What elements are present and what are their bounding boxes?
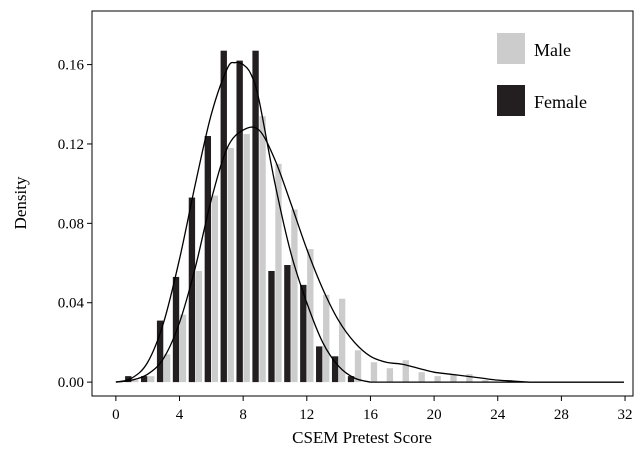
bar-male-10 [275,163,282,383]
density-curve-male [115,126,624,383]
bar-male-9 [259,116,266,383]
bar-male-18 [402,360,409,383]
bar-male-4 [179,314,187,383]
y-axis-title: Density [11,176,30,229]
legend-swatch-female [497,85,525,116]
bar-male-2 [148,376,155,383]
bar-female-2 [141,376,148,383]
x-tick-label: 32 [618,407,633,423]
bar-male-17 [386,368,394,383]
bar-male-1 [132,380,139,383]
bar-male-12 [307,249,314,383]
bar-male-16 [370,362,378,383]
bar-female-7 [220,50,227,383]
bar-female-12 [300,284,307,383]
x-tick-label: 8 [239,407,247,423]
x-axis-title: CSEM Pretest Score [292,428,432,447]
bar-male-5 [195,270,203,383]
y-tick-label: 0.04 [58,296,85,312]
bar-female-14 [331,356,339,383]
bar-male-11 [291,209,298,383]
bar-female-5 [188,197,196,383]
bar-male-22 [466,374,473,383]
bar-male-20 [434,376,441,383]
axes-layer: 0 4 8 12 16 20 24 28 32 0.00 0.04 0.08 0.12 0.16 [58,58,633,423]
density-curve-female [115,61,624,383]
bar-female-4 [172,276,180,383]
bar-female-8 [236,60,243,383]
curves-layer [115,61,624,383]
x-tick-label: 24 [490,407,506,423]
x-tick-label: 28 [554,407,569,423]
bar-male-13 [323,294,330,383]
bar-female-11 [284,265,291,383]
y-tick-label: 0.12 [58,137,84,153]
x-tick-label: 20 [427,407,442,423]
bar-male-6 [211,195,219,383]
plot-frame [91,10,634,397]
y-tick-label: 0.16 [58,58,85,74]
x-tick-label: 16 [363,407,379,423]
bar-male-23 [482,380,489,383]
bar-female-3 [156,320,164,383]
x-tick-label: 4 [176,407,184,423]
legend-label-male: Male [534,40,571,60]
legend: Male Female [497,33,587,116]
bar-male-7 [227,147,234,383]
bar-female-15 [347,376,355,383]
bar-male-19 [418,372,425,383]
bar-female-9 [252,50,259,383]
x-tick-label: 12 [299,407,314,423]
bar-male-8 [243,134,250,383]
bars-layer [125,50,489,383]
x-tick-label: 0 [112,407,120,423]
bar-male-15 [354,350,362,383]
bar-male-3 [163,354,171,383]
bar-female-6 [204,136,212,383]
bar-female-10 [268,270,275,383]
bar-male-14 [338,298,346,383]
bar-male-21 [450,374,457,383]
bar-female-13 [316,346,323,383]
legend-swatch-male [497,33,525,64]
y-tick-label: 0.08 [58,216,84,232]
legend-label-female: Female [534,92,587,112]
y-tick-label: 0.00 [58,375,84,391]
